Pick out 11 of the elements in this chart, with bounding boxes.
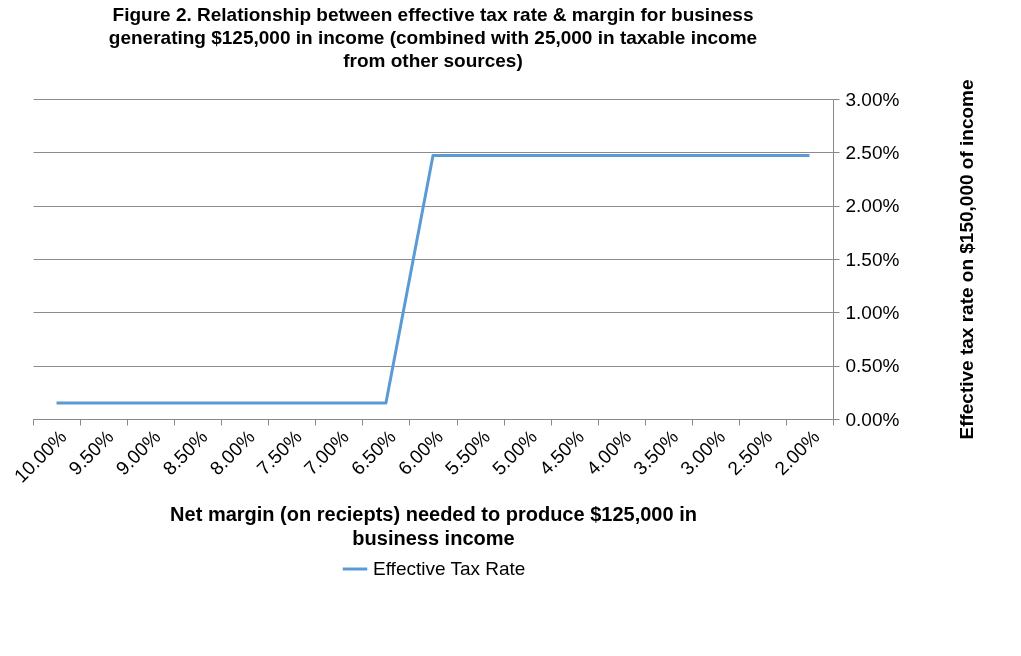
y-tick-label: 1.00% — [845, 301, 900, 323]
legend-label: Effective Tax Rate — [373, 558, 526, 579]
chart-title: Figure 2. Relationship between effective tax rate & margin for business generating $125,000 in income (combined with 25,000 in taxable income from other sources) — [108, 3, 758, 71]
y-tick-label: 1.50% — [845, 248, 900, 270]
y-axis-title: Effective tax rate on $150,000 of income — [956, 79, 978, 440]
y-tick-label: 0.00% — [845, 408, 900, 430]
y-tick-label: 0.50% — [845, 355, 900, 377]
y-tick-label: 3.00% — [845, 88, 900, 110]
y-tick-label: 2.50% — [845, 141, 900, 163]
y-tick-label: 2.00% — [845, 195, 900, 217]
x-axis-title: Net margin (on reciepts) needed to produce $125,000 in business income — [170, 502, 697, 549]
